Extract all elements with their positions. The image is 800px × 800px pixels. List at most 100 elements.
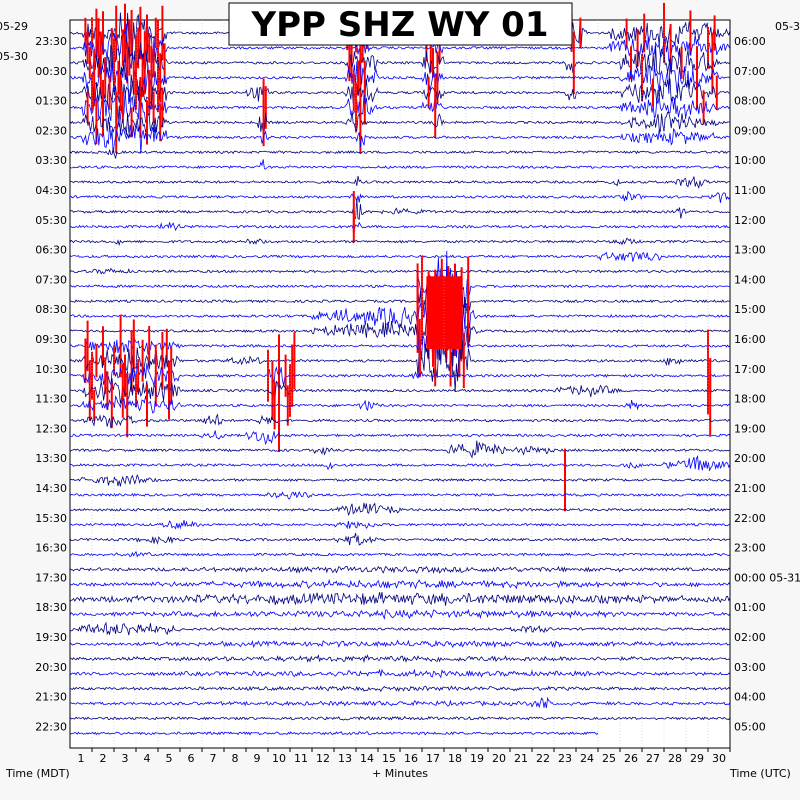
x-axis-ticks: 1 2 3 4 5 6 7 8 9 10 11 12 13 14 15 16 17 18 19 20 21 22 23 24 2… bbox=[78, 20, 731, 765]
left-time-label: 13:30 bbox=[35, 452, 67, 465]
left-time-label: 11:30 bbox=[35, 393, 67, 406]
trace-line bbox=[69, 267, 731, 275]
left-time-label: 14:30 bbox=[35, 482, 67, 495]
x-tick-label: 30 bbox=[712, 752, 726, 765]
right-time-label: 10:00 bbox=[734, 154, 766, 167]
x-tick-label: 7 bbox=[210, 752, 217, 765]
left-time-label: 07:30 bbox=[35, 273, 67, 286]
right-date-label-top: 05-30 bbox=[775, 20, 800, 33]
trace-line bbox=[69, 455, 731, 472]
right-time-label: 18:00 bbox=[734, 393, 766, 406]
right-time-label: 13:00 bbox=[734, 244, 766, 257]
trace-line bbox=[69, 591, 731, 606]
left-time-labels: 23:30 00:30 01:30 02:30 03:30 04:30 05:30 06:30… bbox=[35, 35, 67, 733]
left-time-label: 08:30 bbox=[35, 303, 67, 316]
trace-line bbox=[69, 175, 731, 190]
right-time-label: 23:00 bbox=[734, 542, 766, 555]
trace-line bbox=[69, 621, 731, 636]
trace-line bbox=[69, 318, 731, 361]
left-time-label: 05:30 bbox=[35, 214, 67, 227]
left-time-label: 18:30 bbox=[35, 601, 67, 614]
x-tick-label: 13 bbox=[338, 752, 352, 765]
left-time-label: 19:30 bbox=[35, 631, 67, 644]
trace-line bbox=[69, 237, 731, 247]
x-tick-label: 28 bbox=[668, 752, 682, 765]
right-time-label: 03:00 bbox=[734, 661, 766, 674]
left-time-label: 09:30 bbox=[35, 333, 67, 346]
left-time-label: 15:30 bbox=[35, 512, 67, 525]
left-axis-label: Time (MDT) bbox=[5, 767, 70, 780]
right-time-label: 11:00 bbox=[734, 184, 766, 197]
x-tick-label: 8 bbox=[232, 752, 239, 765]
right-time-labels: 06:00 07:00 08:00 09:00 10:00 11:00 12:00 13:00… bbox=[734, 35, 800, 733]
x-tick-label: 11 bbox=[294, 752, 308, 765]
x-tick-label: 1 bbox=[78, 752, 85, 765]
x-axis-label: + Minutes bbox=[372, 767, 428, 780]
x-tick-label: 22 bbox=[536, 752, 550, 765]
left-date-label-top: 05-29 bbox=[0, 20, 28, 33]
right-time-label: 14:00 bbox=[734, 273, 766, 286]
left-time-label: 22:30 bbox=[35, 720, 67, 733]
right-time-label: 05:00 bbox=[734, 720, 766, 733]
trace-line bbox=[69, 731, 599, 736]
right-time-label: 07:00 bbox=[734, 65, 766, 78]
right-time-label: 01:00 bbox=[734, 601, 766, 614]
title-box bbox=[228, 2, 573, 46]
left-time-label: 02:30 bbox=[35, 124, 67, 137]
trace-line bbox=[69, 715, 731, 721]
left-time-label: 10:30 bbox=[35, 363, 67, 376]
right-time-label: 21:00 bbox=[734, 482, 766, 495]
trace-line bbox=[69, 198, 731, 221]
x-tick-label: 26 bbox=[624, 752, 638, 765]
left-time-label: 21:30 bbox=[35, 691, 67, 704]
x-tick-label: 5 bbox=[166, 752, 173, 765]
x-tick-label: 17 bbox=[426, 752, 440, 765]
x-tick-label: 25 bbox=[602, 752, 616, 765]
trace-line bbox=[69, 578, 731, 590]
left-time-label: 01:30 bbox=[35, 95, 67, 108]
x-tick-label: 19 bbox=[470, 752, 484, 765]
right-time-label: 04:00 bbox=[734, 691, 766, 704]
x-tick-label: 3 bbox=[122, 752, 129, 765]
left-time-label: 06:30 bbox=[35, 244, 67, 257]
left-time-label: 17:30 bbox=[35, 571, 67, 584]
right-time-label: 16:00 bbox=[734, 333, 766, 346]
x-tick-label: 6 bbox=[188, 752, 195, 765]
x-tick-label: 16 bbox=[404, 752, 418, 765]
left-time-label: 04:30 bbox=[35, 184, 67, 197]
right-time-label: 17:00 bbox=[734, 363, 766, 376]
left-date-label-second: 05-30 bbox=[0, 50, 28, 63]
left-time-label: 23:30 bbox=[35, 35, 67, 48]
right-time-label: 20:00 bbox=[734, 452, 766, 465]
right-time-label: 22:00 bbox=[734, 512, 766, 525]
x-tick-label: 27 bbox=[646, 752, 660, 765]
x-tick-label: 10 bbox=[272, 752, 286, 765]
trace-line bbox=[69, 159, 731, 170]
left-time-label: 03:30 bbox=[35, 154, 67, 167]
left-time-label: 20:30 bbox=[35, 661, 67, 674]
left-time-label: 00:30 bbox=[35, 65, 67, 78]
x-tick-label: 14 bbox=[360, 752, 374, 765]
left-time-label: 12:30 bbox=[35, 422, 67, 435]
chart-title: YPP SHZ WY 01 bbox=[250, 5, 548, 45]
x-tick-label: 24 bbox=[580, 752, 594, 765]
right-time-label: 08:00 bbox=[734, 95, 766, 108]
x-tick-label: 9 bbox=[254, 752, 261, 765]
right-time-label: 19:00 bbox=[734, 422, 766, 435]
x-tick-label: 29 bbox=[690, 752, 704, 765]
x-tick-label: 15 bbox=[382, 752, 396, 765]
right-time-label: 06:00 bbox=[734, 35, 766, 48]
x-tick-label: 18 bbox=[448, 752, 462, 765]
saturated-event-block bbox=[426, 276, 462, 349]
right-time-label: 02:00 bbox=[734, 631, 766, 644]
x-tick-label: 12 bbox=[316, 752, 330, 765]
right-time-label: 15:00 bbox=[734, 303, 766, 316]
trace-line bbox=[69, 250, 731, 322]
right-time-label: 00:00 05-31 bbox=[734, 571, 800, 584]
x-tick-label: 2 bbox=[100, 752, 107, 765]
left-time-label: 16:30 bbox=[35, 542, 67, 555]
trace-line bbox=[69, 362, 731, 390]
right-time-label: 12:00 bbox=[734, 214, 766, 227]
x-tick-label: 4 bbox=[144, 752, 151, 765]
